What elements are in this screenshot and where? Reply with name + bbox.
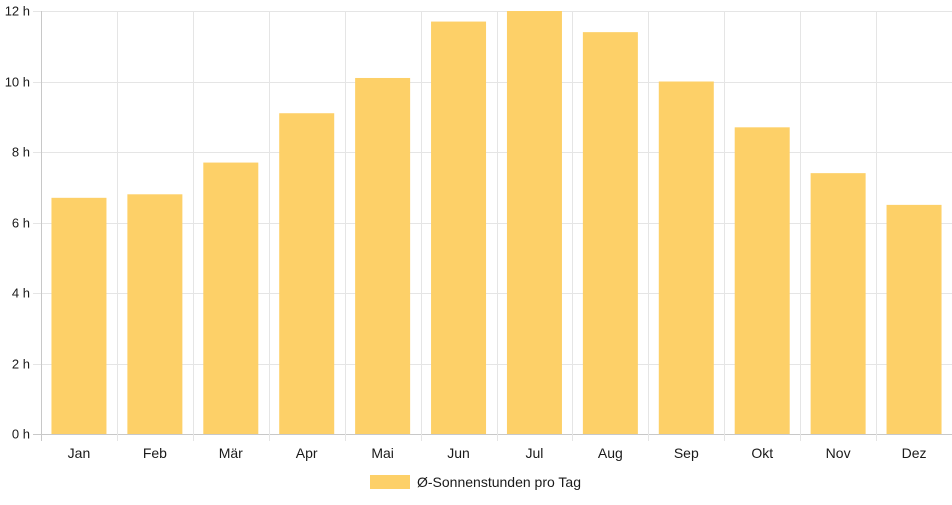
x-tick-label: Feb [143,445,167,461]
bar-mär[interactable] [203,162,259,434]
x-tick-label: Apr [296,445,318,461]
x-tick-label: Jan [68,445,91,461]
x-tick-label: Mär [219,445,243,461]
bar-mai[interactable] [355,77,411,434]
x-tick-label: Aug [598,445,623,461]
y-tick-label: 8 h [12,145,30,160]
bar-jun[interactable] [431,21,487,434]
y-tick-label: 2 h [12,357,30,372]
bar-feb[interactable] [127,194,183,434]
y-tick-label: 12 h [5,4,30,19]
x-tick-label: Jun [447,445,470,461]
x-tick-label: Mai [371,445,394,461]
bar-apr[interactable] [279,113,335,434]
bar-jan[interactable] [51,197,107,434]
bar-okt[interactable] [734,127,790,434]
grid-layer [33,11,952,441]
y-tick-label: 0 h [12,427,30,442]
y-tick-label: 6 h [12,216,30,231]
bar-dez[interactable] [886,204,942,434]
bars-layer [51,11,942,435]
legend[interactable]: Ø-Sonnenstunden pro Tag [370,474,581,490]
x-tick-label: Sep [674,445,699,461]
bar-sep[interactable] [658,81,714,435]
bar-aug[interactable] [582,32,638,435]
bar-jul[interactable] [506,11,562,434]
bar-nov[interactable] [810,173,866,434]
x-tick-label: Jul [526,445,544,461]
legend-swatch[interactable] [370,475,410,489]
x-tick-label: Nov [826,445,851,461]
axis-layer: 0 h 2 h 4 h 6 h 8 h 10 h 12 h Jan Feb Mär Apr Mai Ju… [5,4,927,462]
legend-label[interactable]: Ø-Sonnenstunden pro Tag [417,474,581,490]
y-tick-label: 4 h [12,286,30,301]
x-tick-label: Okt [751,445,773,461]
x-tick-label: Dez [902,445,927,461]
y-tick-label: 10 h [5,75,30,90]
